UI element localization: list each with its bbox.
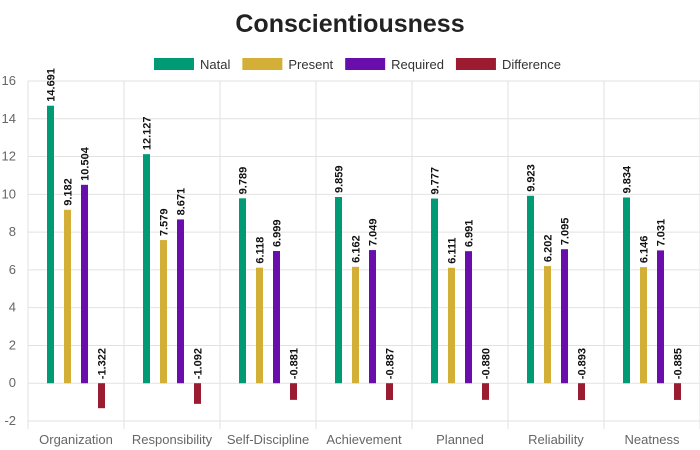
data-label: -0.880 [481,348,493,379]
bar-present [640,267,647,384]
chart-title: Conscientiousness [235,10,464,38]
data-label: -0.887 [385,348,397,379]
bar-natal [431,198,438,384]
y-tick-label: 2 [9,337,16,352]
y-tick-label: 4 [9,300,16,315]
data-label: 9.834 [622,165,634,193]
bar-difference [194,383,201,404]
bar-present [64,209,71,384]
data-label: 6.118 [255,237,267,264]
data-label: 12.127 [142,117,154,151]
bar-required [657,250,664,384]
x-tick-label: Self-Discipline [227,432,309,447]
data-label: 6.991 [464,220,476,248]
y-tick-label: 16 [2,73,16,88]
bar-required [369,250,376,384]
legend-label-natal: Natal [200,57,230,72]
data-label: 6.999 [272,219,284,247]
data-label: -1.322 [97,348,109,379]
data-label: 8.671 [176,188,188,216]
data-label: 6.146 [639,236,651,264]
legend-label-required: Required [391,57,444,72]
y-tick-label: -2 [4,413,16,428]
bar-present [448,267,455,384]
bar-natal [623,197,630,384]
data-label: 14.691 [46,68,58,102]
bar-difference [578,383,585,401]
bar-present [160,240,167,384]
legend-swatch-difference [455,58,496,70]
bar-required [465,251,472,384]
bar-required [273,251,280,384]
data-label: -1.092 [193,348,205,379]
legend-swatch-required [345,58,386,70]
data-labels: 14.691 12.127 9.789 9.859 9.777 9.923 9.834 9.1… [46,68,685,379]
data-label: -0.885 [673,348,685,379]
data-label: 6.162 [351,235,363,263]
y-tick-label: 6 [9,262,16,277]
bar-difference [290,383,297,400]
data-label: 7.095 [560,218,572,246]
legend-swatch-present [242,58,283,70]
bars [47,105,681,409]
data-label: 10.504 [80,146,92,181]
legend-label-present: Present [288,57,333,72]
data-label: 7.049 [368,219,380,247]
data-label: 9.859 [334,165,346,193]
data-label: 9.182 [63,178,75,206]
bar-natal [47,105,54,384]
bar-required [177,219,184,384]
x-tick-label: Organization [39,432,113,447]
bar-present [352,266,359,384]
data-label: 7.031 [656,219,668,247]
legend-swatch-natal [154,58,194,70]
x-tick-label: Achievement [326,432,402,447]
data-label: 9.923 [526,164,538,192]
bar-difference [674,383,681,400]
y-tick-label: 14 [2,111,16,126]
bar-present [256,267,263,384]
bar-difference [386,383,393,400]
legend-label-difference: Difference [502,57,561,72]
legend: Natal Present Required Difference [154,57,561,72]
gridlines [27,80,700,429]
data-label: -0.881 [289,348,301,379]
x-axis: Organization Responsibility Self-Disciplin… [39,432,680,447]
y-tick-label: 12 [2,149,16,164]
data-label: 9.789 [238,167,250,195]
bar-natal [143,154,150,384]
data-label: 7.579 [159,209,171,237]
y-tick-label: 0 [9,375,16,390]
data-label: -0.893 [577,348,589,379]
y-tick-label: 8 [9,224,16,239]
y-axis: -2 0 2 4 6 8 10 12 14 16 [2,73,16,428]
x-tick-label: Responsibility [132,432,213,447]
bar-difference [98,383,105,409]
bar-natal [527,195,534,384]
bar-difference [482,383,489,400]
x-tick-label: Neatness [625,432,680,447]
data-label: 9.777 [430,167,442,195]
data-label: 6.111 [447,237,459,263]
bar-required [561,249,568,384]
bar-natal [239,198,246,384]
y-tick-label: 10 [2,186,16,201]
x-tick-label: Planned [436,432,484,447]
bar-required [81,184,88,384]
x-tick-label: Reliability [528,432,584,447]
bar-natal [335,196,342,384]
data-label: 6.202 [543,235,555,263]
bar-present [544,266,551,384]
